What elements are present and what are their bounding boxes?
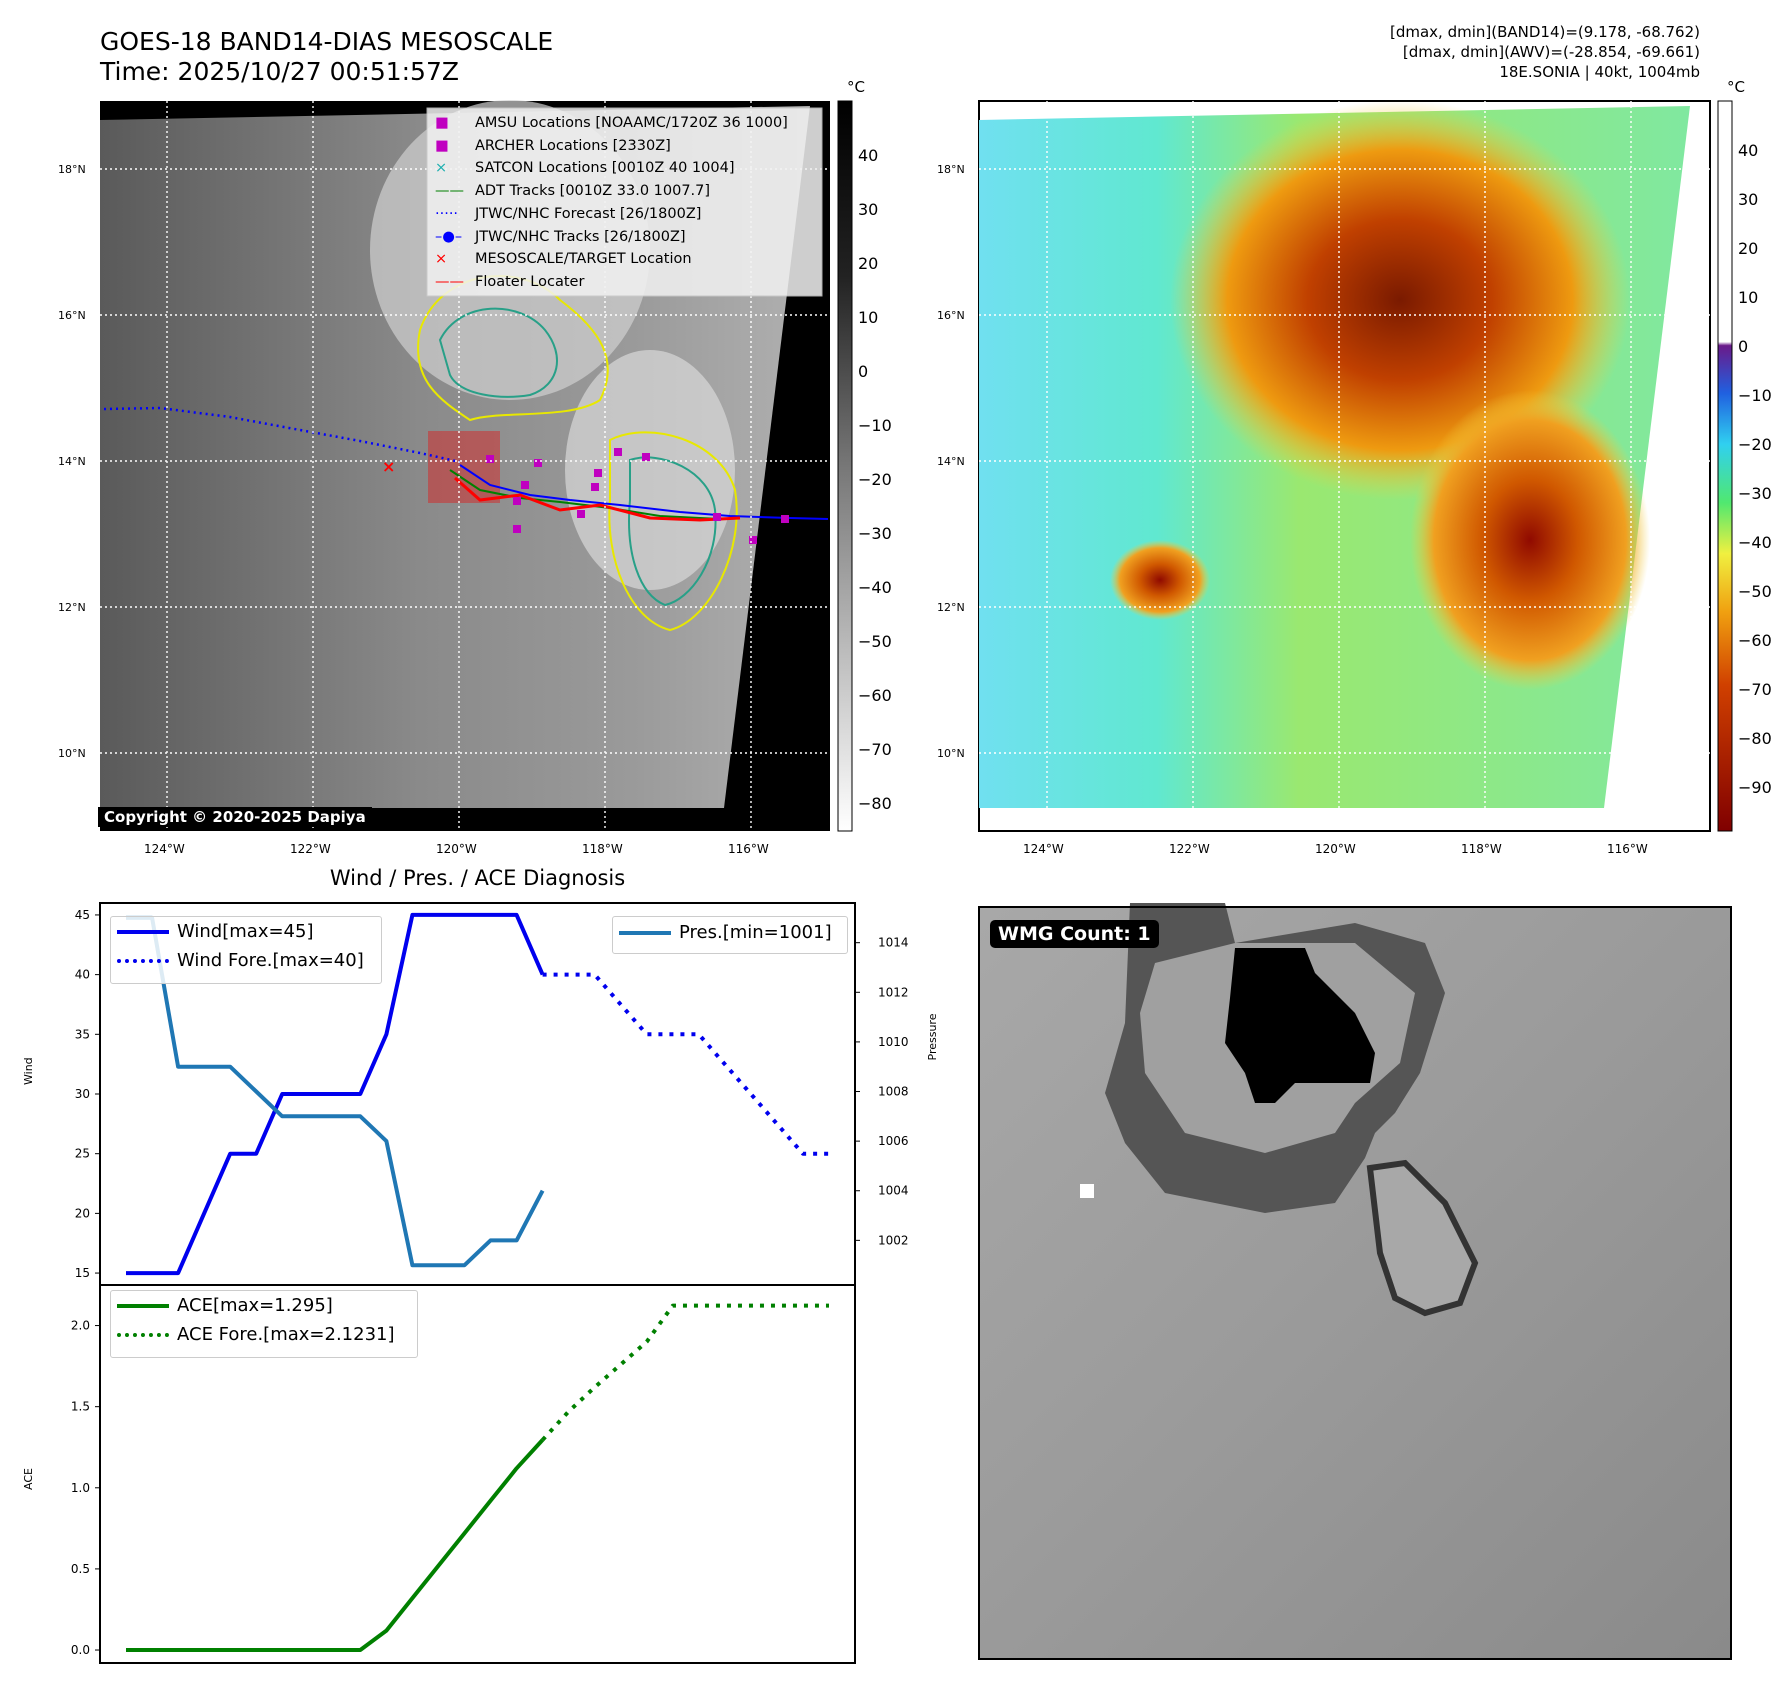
y-right-tick-label: 1012 — [878, 985, 909, 999]
legend-item-floater: —— Floater Locater — [435, 273, 585, 290]
legend-item-adt: —— ADT Tracks [0010Z 33.0 1007.7] — [435, 183, 711, 200]
wmg-count-label: WMG Count: 1 — [990, 920, 1159, 948]
info-line-3: 18E.SONIA | 40kt, 1004mb — [1499, 63, 1700, 81]
adt-track — [449, 469, 721, 520]
y-tick-label: 15 — [75, 1266, 90, 1280]
y-tick-label: 25 — [75, 1147, 90, 1161]
map-legend — [426, 107, 823, 297]
color-colorbar — [1717, 100, 1733, 832]
y-tick-label: 35 — [75, 1027, 90, 1041]
cloud-mass-east — [565, 350, 735, 590]
series-line-pressure — [126, 915, 545, 1268]
figure-title: GOES-18 BAND14-DIAS MESOSCALE — [100, 27, 554, 56]
wmg-frame — [978, 906, 1732, 1660]
y-right-tick-label: 1006 — [878, 1134, 909, 1148]
wind-pressure-chart: 15 20 25 30 35 40 45 1002 1004 1006 1008 1010 1012 10… — [71, 902, 909, 1664]
pressure-axis-label: Pressure — [926, 1013, 939, 1061]
legend-item-jtwc-track: –●– JTWC/NHC Tracks [26/1800Z] — [435, 228, 686, 245]
ace-legend: ACE[max=1.295] ACE Fore.[max=2.1231] — [110, 1290, 418, 1358]
legend-item-satcon: × SATCON Locations [0010Z 40 1004] — [435, 160, 735, 177]
y-tick-label: 1.0 — [71, 1481, 90, 1495]
wind-axis-label: Wind — [22, 1057, 35, 1085]
chart-title: Wind / Pres. / ACE Diagnosis — [329, 866, 626, 890]
legend-item-amsu: ■ AMSU Locations [NOAAMC/1720Z 36 1000] — [435, 115, 788, 131]
storm-cluster-west — [1110, 540, 1210, 620]
jtwc-track — [459, 464, 829, 520]
pressure-legend: Pres.[min=1001] — [612, 916, 848, 954]
map-legend-entries: ■ AMSU Locations [NOAAMC/1720Z 36 1000] ■… — [435, 112, 788, 294]
y-tick-label: 40 — [75, 968, 90, 982]
y-tick-label: 20 — [75, 1206, 90, 1220]
gray-colorbar — [837, 100, 853, 832]
ace-axis-label: ACE — [22, 1468, 35, 1490]
figure-time: Time: 2025/10/27 00:51:57Z — [100, 57, 459, 86]
y-tick-label: 1.5 — [71, 1400, 90, 1414]
info-line-2: [dmax, dmin](AWV)=(-28.854, -69.661) — [1402, 43, 1700, 61]
copyright-label: Copyright © 2020-2025 Dapiya — [98, 807, 372, 827]
mesoscale-target-marker: × — [382, 457, 395, 476]
series-line-ace-forecast — [541, 1303, 829, 1442]
wmg-secondary-cell — [1366, 1159, 1479, 1317]
ir-grayscale-map: × — [100, 100, 853, 832]
y-right-tick-label: 1010 — [878, 1035, 909, 1049]
wmg-eye-cold-core — [1225, 948, 1375, 1103]
gray-colorbar-unit: °C — [847, 78, 865, 96]
wmg-target-marker — [1080, 1184, 1094, 1198]
cold-cloud-contour-east-inner — [628, 456, 717, 607]
storm-core-east — [1410, 390, 1650, 690]
cold-cloud-contour-east — [608, 431, 738, 632]
amsu-archer-markers — [486, 448, 789, 544]
legend-ace: ACE[max=1.295] — [117, 1291, 417, 1320]
y-tick-label: 0.5 — [71, 1562, 90, 1576]
color-colorbar-unit: °C — [1727, 78, 1745, 96]
color-map-gridlines — [979, 101, 1710, 831]
legend-item-forecast: ····· JTWC/NHC Forecast [26/1800Z] — [435, 205, 702, 222]
y-right-tick-label: 1002 — [878, 1233, 909, 1247]
info-line-1: [dmax, dmin](BAND14)=(9.178, -68.762) — [1389, 23, 1700, 41]
legend-ace-forecast: ACE Fore.[max=2.1231] — [117, 1320, 417, 1349]
y-tick-label: 2.0 — [71, 1319, 90, 1333]
wind-legend: Wind[max=45] Wind Fore.[max=40] — [110, 916, 382, 984]
series-line-wind-forecast — [542, 972, 829, 1156]
legend-wind: Wind[max=45] — [117, 917, 381, 946]
jtwc-forecast-track — [103, 406, 461, 464]
legend-item-target: × MESOSCALE/TARGET Location — [435, 251, 692, 268]
series-line-wind — [126, 912, 545, 1276]
y-right-tick-label: 1014 — [878, 936, 909, 950]
series-line-ace — [126, 1438, 545, 1652]
y-right-tick-label: 1004 — [878, 1184, 909, 1198]
cold-cloud-contour-inner — [438, 307, 558, 398]
y-tick-label: 45 — [75, 908, 90, 922]
y-right-tick-label: 1008 — [878, 1085, 909, 1099]
floater-locater-track — [454, 476, 741, 522]
ir-color-map — [978, 100, 1733, 832]
legend-wind-forecast: Wind Fore.[max=40] — [117, 946, 381, 975]
wmg-panel — [978, 903, 1732, 1660]
y-tick-label: 0.0 — [71, 1643, 90, 1657]
legend-pressure: Pres.[min=1001] — [619, 917, 847, 949]
y-tick-label: 30 — [75, 1087, 90, 1101]
legend-item-archer: ■ ARCHER Locations [2330Z] — [435, 137, 671, 154]
